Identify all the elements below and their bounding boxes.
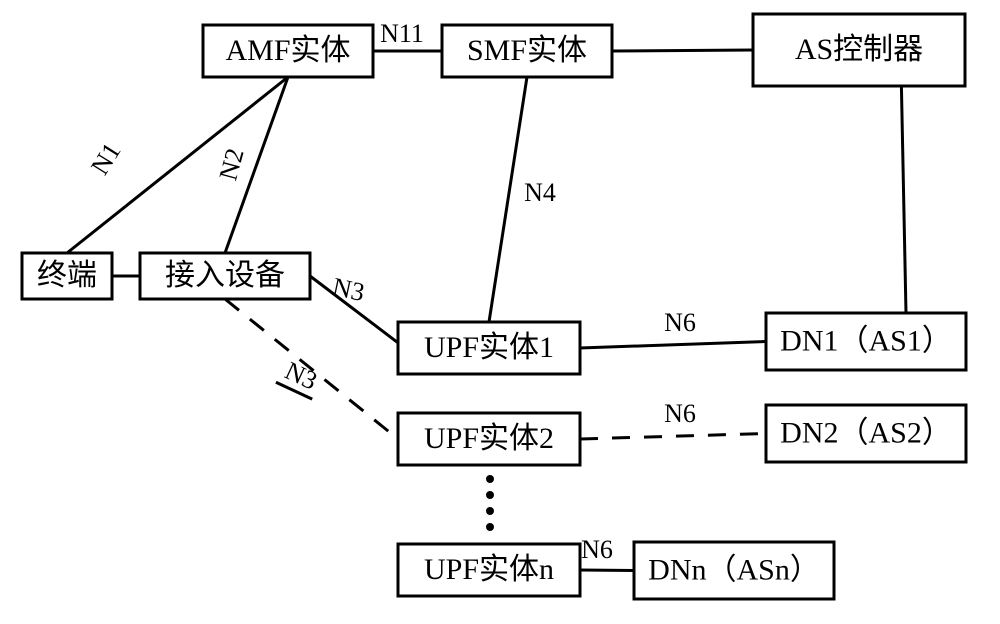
node-label-asctrl: AS控制器 bbox=[795, 33, 923, 66]
svg-text:N3: N3 bbox=[281, 356, 322, 396]
network-diagram: N1 N2 N11 N4 N3 N3 N6 N6 N6 终端 接入设备 AMF实体 SMF实体 AS控制器… bbox=[0, 0, 1000, 624]
edge-smf-asctrl bbox=[612, 50, 753, 51]
node-upfn: UPF实体n bbox=[398, 544, 580, 596]
edge-label-access-upf2: N3 bbox=[276, 354, 325, 399]
node-upf2: UPF实体2 bbox=[398, 413, 580, 465]
ellipsis-dots bbox=[486, 475, 494, 531]
edge-label-upfn-dnn: N6 bbox=[581, 535, 613, 564]
svg-text:N1: N1 bbox=[85, 137, 126, 179]
node-label-dnn: DNn（ASn） bbox=[648, 553, 820, 586]
node-terminal: 终端 bbox=[22, 253, 112, 299]
edge-label-smf-upf1: N4 bbox=[524, 178, 556, 207]
node-label-amf: AMF实体 bbox=[225, 34, 350, 67]
edge-asctrl-dn1 bbox=[901, 86, 906, 313]
node-label-upf2: UPF实体2 bbox=[424, 422, 554, 455]
svg-text:N2: N2 bbox=[213, 145, 249, 183]
node-label-upfn: UPF实体n bbox=[424, 553, 554, 586]
svg-text:N6: N6 bbox=[664, 308, 696, 337]
edge-smf-upf1 bbox=[489, 77, 527, 322]
edge-upf1-dn1 bbox=[580, 342, 766, 349]
edge-label-upf1-dn1: N6 bbox=[664, 308, 696, 337]
node-dn2: DN2（AS2） bbox=[766, 405, 966, 462]
node-label-dn2: DN2（AS2） bbox=[780, 416, 952, 449]
svg-text:N6: N6 bbox=[664, 399, 696, 428]
node-access: 接入设备 bbox=[140, 253, 310, 299]
edge-label-access-amf: N2 bbox=[213, 145, 249, 183]
edge-upfn-dnn bbox=[580, 570, 634, 571]
node-label-terminal: 终端 bbox=[37, 259, 97, 292]
node-label-upf1: UPF实体1 bbox=[424, 331, 554, 364]
svg-text:N4: N4 bbox=[524, 178, 556, 207]
node-label-smf: SMF实体 bbox=[467, 34, 587, 67]
svg-text:N3: N3 bbox=[330, 272, 367, 307]
nodes-layer: 终端 接入设备 AMF实体 SMF实体 AS控制器 UPF实体1 UPF实体2 UPF实体n D… bbox=[22, 14, 966, 599]
node-upf1: UPF实体1 bbox=[398, 322, 580, 374]
node-smf: SMF实体 bbox=[442, 25, 612, 77]
node-dnn: DNn（ASn） bbox=[634, 542, 834, 599]
svg-text:N6: N6 bbox=[581, 535, 613, 564]
node-dn1: DN1（AS1） bbox=[766, 313, 966, 370]
node-label-dn1: DN1（AS1） bbox=[780, 324, 952, 357]
edge-label-access-upf1: N3 bbox=[330, 272, 367, 307]
svg-text:N11: N11 bbox=[380, 19, 424, 48]
edge-label-terminal-amf: N1 bbox=[85, 137, 126, 179]
node-amf: AMF实体 bbox=[203, 25, 373, 77]
edge-label-upf2-dn2: N6 bbox=[664, 399, 696, 428]
node-asctrl: AS控制器 bbox=[753, 14, 965, 86]
node-label-access: 接入设备 bbox=[165, 259, 285, 292]
edge-upf2-dn2 bbox=[580, 434, 766, 440]
edge-label-amf-smf: N11 bbox=[380, 19, 424, 48]
